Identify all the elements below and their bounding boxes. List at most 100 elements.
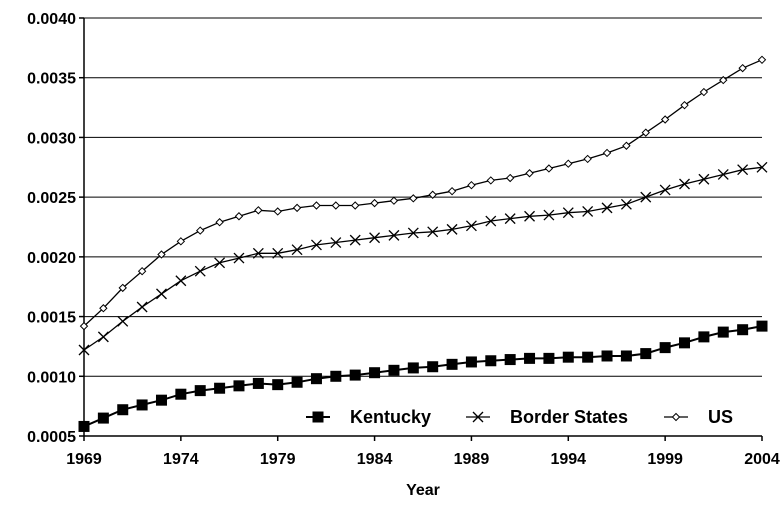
data-point <box>699 87 709 97</box>
data-point <box>564 159 573 168</box>
data-point <box>641 128 650 137</box>
data-point <box>602 148 612 158</box>
data-point <box>427 226 439 238</box>
data-point <box>137 266 147 276</box>
data-point <box>659 342 671 354</box>
data-point <box>504 213 516 225</box>
data-point <box>698 331 710 343</box>
data-point <box>370 198 379 208</box>
data-point <box>175 275 187 287</box>
data-point <box>310 239 322 251</box>
legend-marker <box>472 411 484 423</box>
data-point <box>525 169 534 178</box>
x-axis-title: Year <box>406 482 440 499</box>
legend-label: Border States <box>510 407 628 427</box>
data-point <box>78 420 90 432</box>
data-point <box>136 399 148 411</box>
data-point <box>622 141 631 150</box>
y-tick-label: 0.0025 <box>27 190 76 207</box>
series-line-border-states <box>83 166 763 351</box>
x-tick-label: 1994 <box>550 451 586 468</box>
data-point <box>485 215 497 227</box>
y-tick-labels: 0.0005 0.0010 0.0015 0.0020 0.0025 0.0030 0.00… <box>27 11 76 446</box>
data-point <box>310 373 322 385</box>
data-point <box>447 186 457 196</box>
axes <box>83 18 762 437</box>
legend-item: Border States <box>466 407 628 427</box>
data-point <box>756 161 768 173</box>
data-point <box>330 370 342 382</box>
x-tick-label: 1984 <box>357 451 393 468</box>
legend: Kentucky Border States US <box>306 407 733 427</box>
data-point <box>214 382 226 394</box>
data-point <box>155 394 167 406</box>
y-tick-label: 0.0040 <box>27 11 76 28</box>
data-point <box>272 247 284 259</box>
data-point <box>505 173 515 183</box>
data-point <box>233 380 245 392</box>
data-point <box>349 369 361 381</box>
data-point <box>757 55 767 65</box>
y-tick-label: 0.0005 <box>27 429 76 446</box>
data-point <box>78 344 90 356</box>
x-tick-label: 1969 <box>66 451 102 468</box>
data-point <box>756 320 768 332</box>
data-point <box>717 168 729 180</box>
data-point <box>194 265 206 277</box>
data-point <box>234 212 244 221</box>
data-point <box>291 244 303 256</box>
data-point <box>233 252 245 264</box>
x-tick-labels: 1969 1974 1979 1984 1989 1994 1999 2004 <box>66 436 780 468</box>
x-tick-label: 1999 <box>647 451 683 468</box>
data-point <box>156 288 167 300</box>
data-point <box>291 376 303 388</box>
data-point <box>331 201 341 210</box>
data-point <box>620 198 632 210</box>
data-point <box>388 364 400 376</box>
data-point <box>427 361 439 373</box>
data-point <box>543 209 555 221</box>
data-point <box>175 388 187 400</box>
data-point <box>196 226 205 235</box>
x-tick-label: 1979 <box>260 451 296 468</box>
data-point <box>292 203 302 213</box>
data-point <box>582 206 594 217</box>
y-tick-label: 0.0010 <box>27 369 76 386</box>
data-point <box>254 206 263 215</box>
data-point <box>214 257 226 269</box>
data-point <box>136 301 148 313</box>
legend-label: US <box>708 407 733 427</box>
data-point <box>717 326 729 338</box>
legend-item: Kentucky <box>306 407 431 427</box>
data-point <box>446 223 458 235</box>
data-point <box>620 350 632 362</box>
x-tick-label: 1989 <box>454 451 490 468</box>
data-point <box>349 234 361 246</box>
data-point <box>273 207 282 216</box>
data-point <box>389 196 399 205</box>
data-point <box>369 367 381 379</box>
data-point <box>583 154 592 164</box>
data-point <box>698 173 710 185</box>
data-point <box>409 194 418 203</box>
data-point <box>176 237 186 246</box>
data-point <box>504 354 516 366</box>
data-point <box>99 304 108 313</box>
data-point <box>446 358 458 370</box>
data-point <box>465 220 477 232</box>
legend-item: US <box>664 407 733 427</box>
y-tick-label: 0.0020 <box>27 250 76 267</box>
data-point <box>407 227 419 239</box>
data-point <box>252 377 264 389</box>
data-point <box>388 229 400 241</box>
data-point <box>562 207 574 219</box>
data-point <box>350 201 360 210</box>
data-point <box>252 247 264 259</box>
data-point <box>79 321 89 331</box>
data-point <box>97 412 109 424</box>
y-tick-label: 0.0035 <box>27 71 76 88</box>
data-point <box>330 237 342 248</box>
y-tick-label: 0.0015 <box>27 310 76 327</box>
x-tick-label: 1974 <box>163 451 199 468</box>
